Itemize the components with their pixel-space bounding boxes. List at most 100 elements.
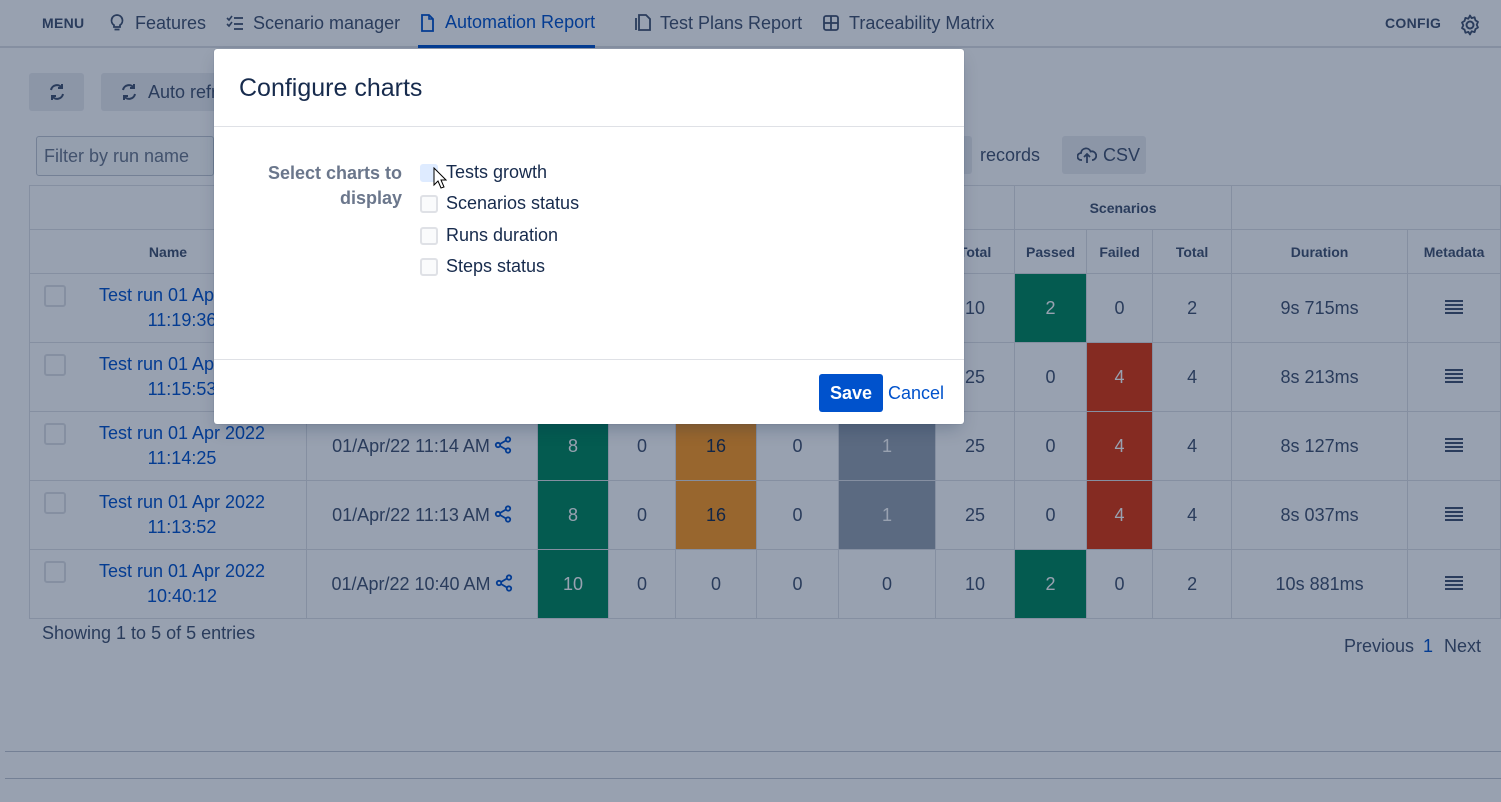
header-scenarios-failed[interactable]: Failed (1086, 229, 1154, 274)
metadata-cell (1407, 549, 1501, 619)
metadata-cell (1407, 480, 1501, 550)
cloud-upload-icon (1077, 147, 1097, 163)
menu-lines-icon[interactable] (1445, 506, 1464, 521)
csv-export-button[interactable]: CSV (1062, 136, 1146, 174)
save-button[interactable]: Save (819, 374, 883, 412)
header-name-label: Name (148, 243, 188, 260)
lightbulb-icon (108, 14, 126, 32)
tab-test-plans-report-label: Test Plans Report (660, 12, 803, 33)
run-name-link[interactable]: Test run 01 Apr 2022 11:13:52 (99, 492, 265, 537)
run-name-link[interactable]: Test run 01 Apr 2022 10:40:12 (99, 561, 265, 606)
tab-traceability-matrix[interactable]: Traceability Matrix (822, 0, 994, 46)
dialog-title: Configure charts (239, 74, 423, 102)
option-label: Scenarios status (446, 193, 580, 213)
steps-undefined-cell: 0 (838, 549, 936, 619)
dialog-header-divider (214, 126, 964, 127)
steps-passed-cell: 10 (537, 549, 609, 619)
configure-charts-dialog: Configure charts Select charts to displa… (214, 49, 964, 424)
scenarios-total-cell: 2 (1152, 549, 1233, 619)
tab-scenario-manager[interactable]: Scenario manager (226, 0, 400, 46)
duration-cell: 8s 037ms (1231, 480, 1409, 550)
scenarios-passed-cell: 2 (1014, 549, 1088, 619)
tab-features[interactable]: Features (108, 0, 206, 46)
copy-document-icon (633, 14, 651, 32)
dialog-footer-divider (214, 359, 964, 360)
checkbox-runs-duration[interactable] (420, 226, 438, 245)
row-checkbox[interactable] (44, 423, 66, 445)
checkbox-scenarios-status[interactable] (420, 194, 438, 213)
refresh-button[interactable] (29, 73, 84, 111)
tab-scenario-manager-label: Scenario manager (253, 12, 401, 33)
duration-cell: 9s 715ms (1231, 273, 1409, 343)
row-checkbox[interactable] (44, 285, 66, 307)
tab-traceability-matrix-label: Traceability Matrix (849, 12, 995, 33)
entries-info: Showing 1 to 5 of 5 entries (42, 623, 256, 643)
run-name-line2: 11:15:53 (147, 379, 217, 399)
row-checkbox[interactable] (44, 561, 66, 583)
document-icon (418, 13, 436, 32)
checklist-icon (226, 14, 244, 32)
duration-cell: 10s 881ms (1231, 549, 1409, 619)
steps-total-cell: 10 (934, 549, 1016, 619)
charts-field-label: Select charts to display (267, 163, 402, 208)
run-name-link[interactable]: Test run 01 Apr 2022 11:14:25 (99, 423, 265, 468)
header-scenarios-total-label: Total (1175, 243, 1209, 260)
scenarios-total-cell: 4 (1152, 342, 1233, 412)
scenarios-passed-cell: 0 (1014, 480, 1088, 550)
row-checkbox[interactable] (44, 492, 66, 514)
tab-features-label: Features (135, 12, 207, 33)
divider (5, 751, 1501, 752)
checkbox-steps-status[interactable] (420, 257, 438, 276)
run-date-cell: 01/Apr/22 11:13 AM (306, 480, 538, 550)
pagination-next[interactable]: Next (1444, 636, 1482, 656)
menu-lines-icon[interactable] (1445, 299, 1464, 314)
top-navigation: MENU Features Scenario manager Automatio… (0, 0, 1501, 48)
csv-label: CSV (1103, 144, 1141, 165)
config-button[interactable]: CONFIG (1385, 0, 1441, 46)
scenarios-failed-cell: 0 (1086, 273, 1154, 343)
steps-passed-cell: 8 (537, 480, 609, 550)
header-metadata: Metadata (1407, 229, 1501, 274)
header-scenarios-failed-label: Failed (1099, 243, 1140, 260)
chart-option-runs-duration[interactable]: Runs duration (420, 225, 558, 246)
menu-label: MENU (42, 15, 85, 31)
menu-lines-icon[interactable] (1445, 437, 1464, 452)
share-icon[interactable] (494, 504, 512, 523)
option-label: Runs duration (446, 225, 559, 245)
menu-lines-icon[interactable] (1445, 575, 1464, 590)
config-label: CONFIG (1385, 15, 1442, 31)
divider (5, 778, 1501, 779)
tab-automation-report[interactable]: Automation Report (418, 0, 596, 48)
header-scenarios-passed[interactable]: Passed (1014, 229, 1088, 274)
run-name-line2: 11:13:52 (147, 517, 217, 537)
steps-total-cell: 25 (934, 480, 1016, 550)
row-checkbox[interactable] (44, 354, 66, 376)
cancel-button[interactable]: Cancel (888, 383, 945, 403)
group-header-scenarios-label: Scenarios (1089, 199, 1157, 216)
scenarios-passed-cell: 2 (1014, 273, 1088, 343)
filter-run-name-input[interactable] (36, 136, 214, 176)
gear-icon[interactable] (1459, 14, 1481, 36)
run-name-cell: Test run 01 Apr 2022 10:40:12 (29, 549, 307, 619)
grid-icon (822, 14, 840, 32)
menu-button[interactable]: MENU (42, 0, 84, 46)
run-date: 01/Apr/22 11:14 AM (332, 435, 490, 456)
run-name-cell: Test run 01 Apr 2022 11:13:52 (29, 480, 307, 550)
scenarios-failed-cell: 0 (1086, 549, 1154, 619)
share-icon[interactable] (494, 435, 512, 454)
header-scenarios-total[interactable]: Total (1152, 229, 1233, 274)
run-name-line2: 11:19:36 (147, 310, 217, 330)
pagination-page-1[interactable]: 1 (1423, 636, 1434, 656)
run-name-line1: Test run 01 Apr 2022 (98, 561, 266, 581)
table-row: Test run 01 Apr 2022 11:13:52 01/Apr/22 1… (29, 480, 1501, 550)
mouse-cursor-icon (433, 167, 447, 189)
share-icon[interactable] (495, 573, 513, 592)
chart-option-scenarios-status[interactable]: Scenarios status (420, 193, 579, 214)
tab-test-plans-report[interactable]: Test Plans Report (633, 0, 802, 46)
chart-option-steps-status[interactable]: Steps status (420, 256, 545, 277)
menu-lines-icon[interactable] (1445, 368, 1464, 383)
metadata-cell (1407, 342, 1501, 412)
header-duration[interactable]: Duration (1231, 229, 1409, 274)
run-name-cell: Test run 01 Apr 2022 11:14:25 (29, 411, 307, 481)
pagination-previous[interactable]: Previous (1344, 636, 1415, 656)
